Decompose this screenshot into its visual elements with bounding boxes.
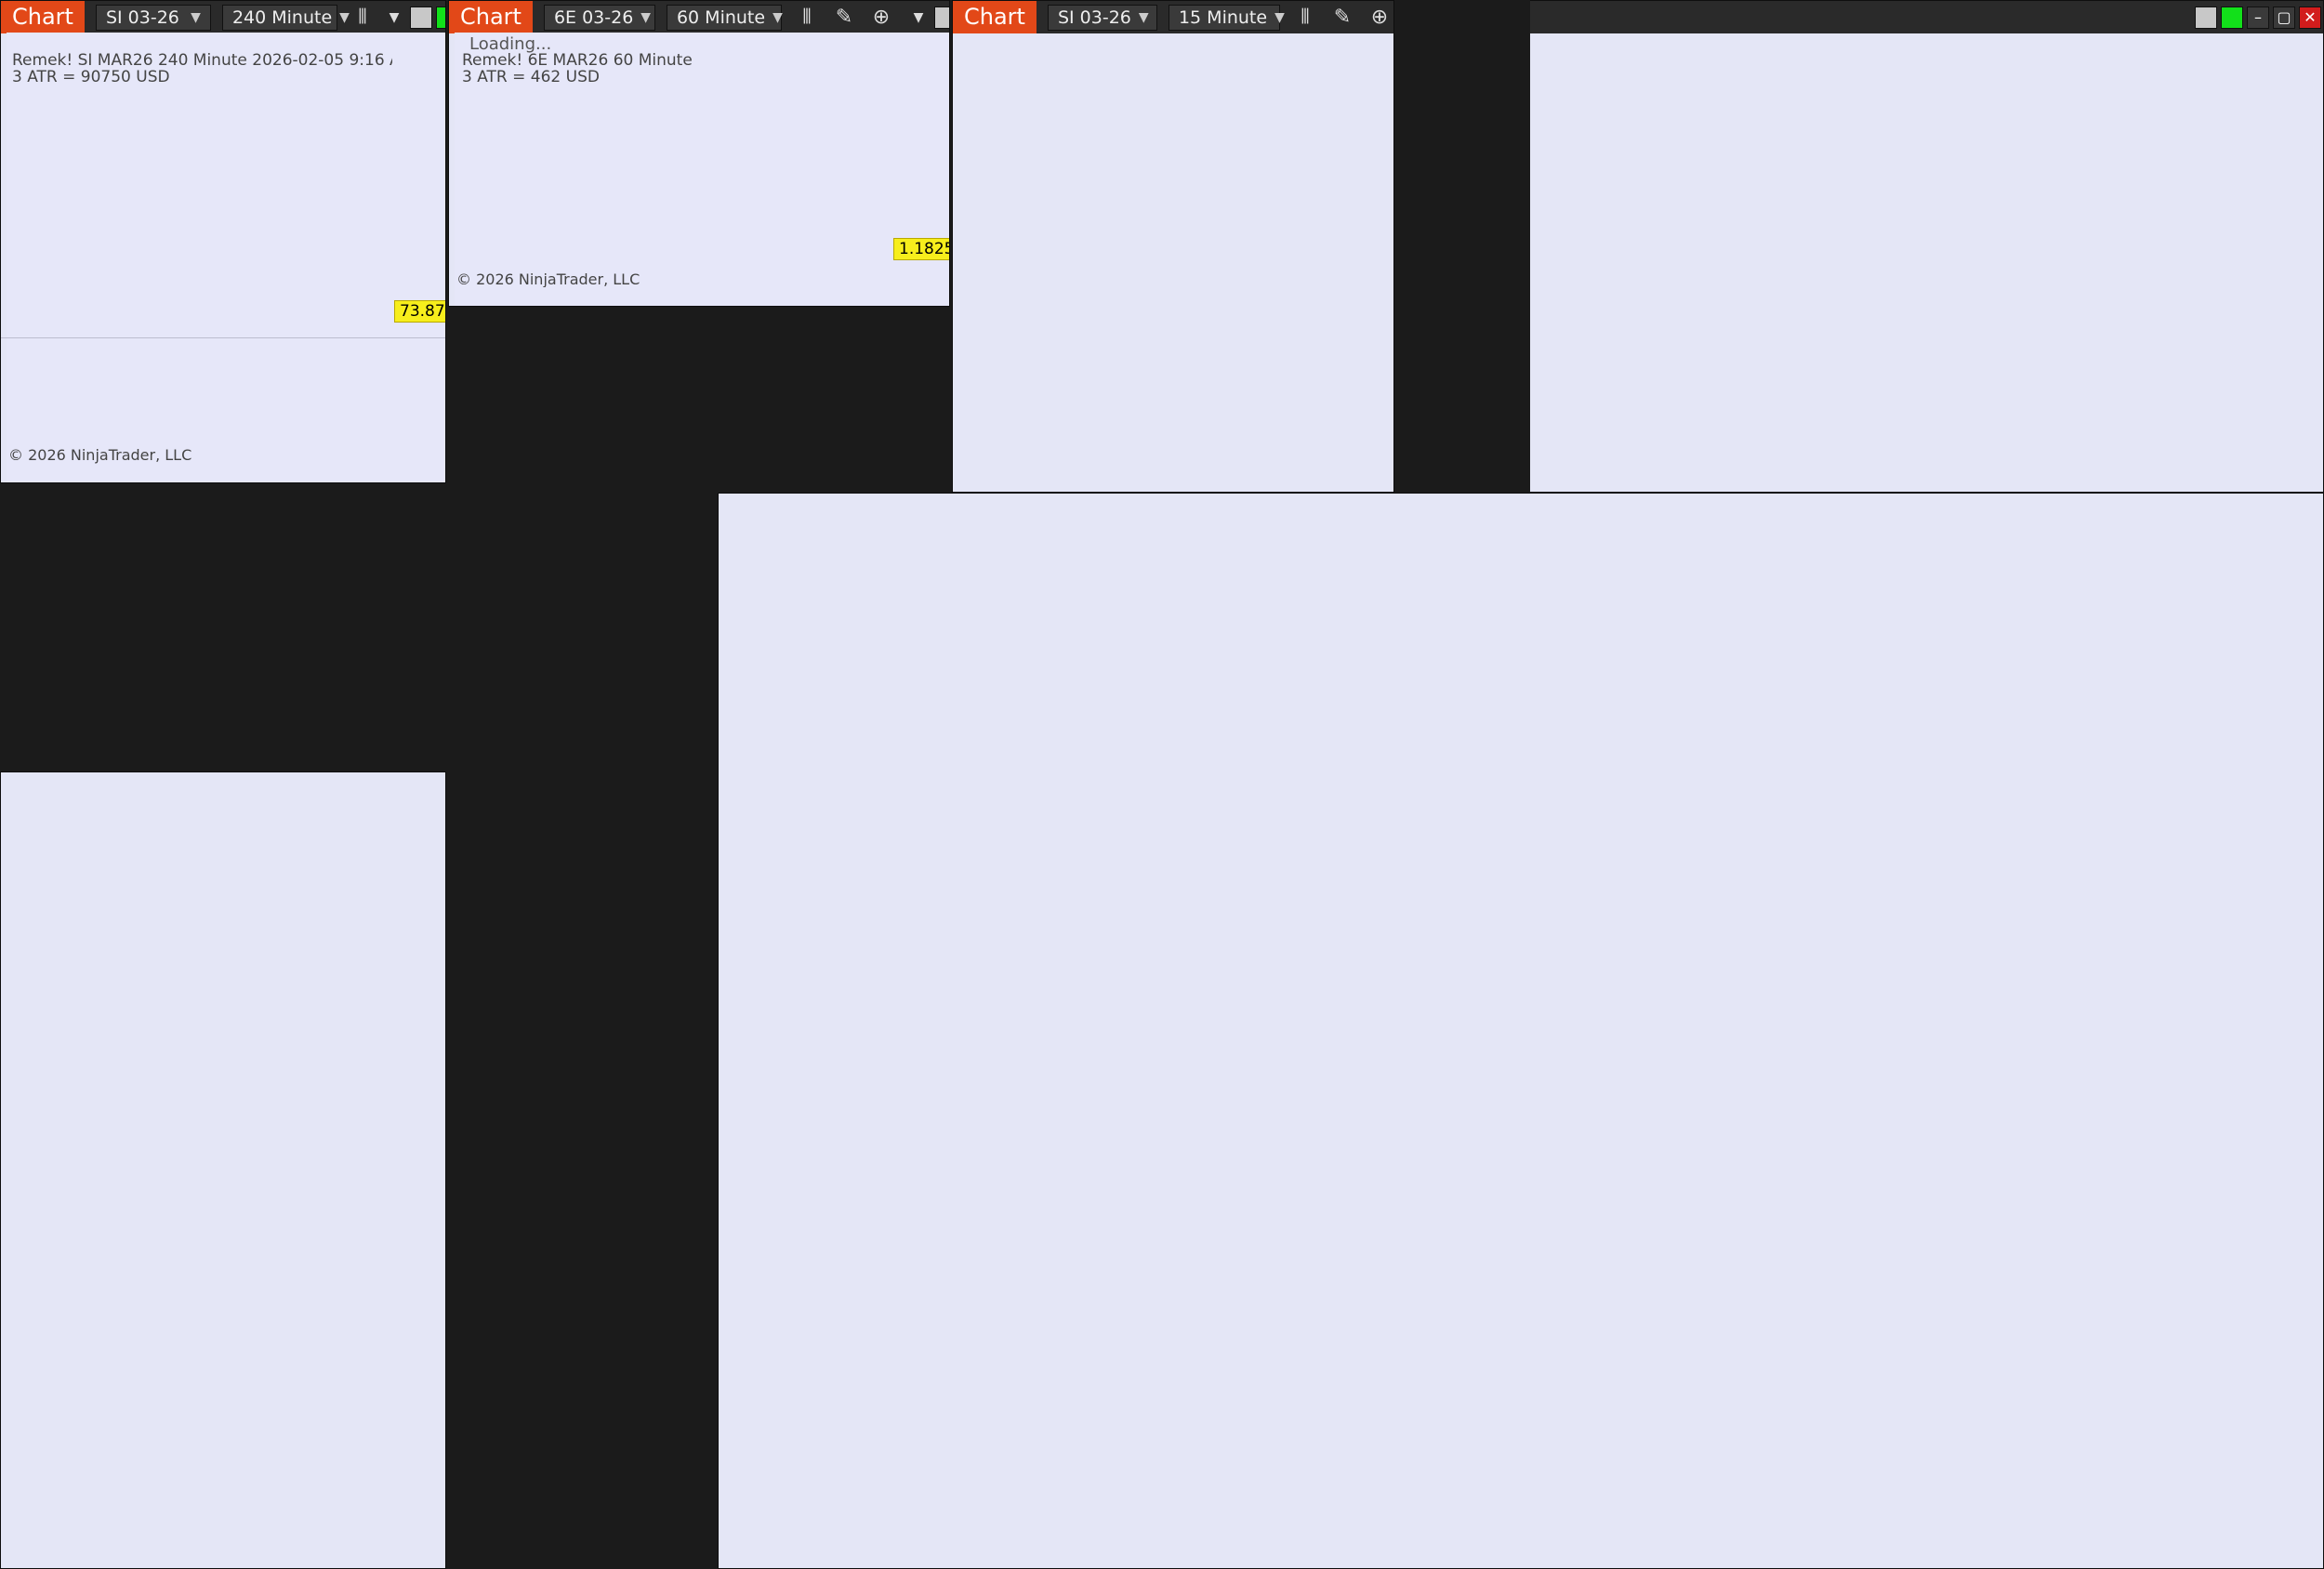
interval-value: 15 Minute (1178, 7, 1268, 28)
connection-status-icon[interactable] (435, 6, 445, 29)
chevron-down-icon: ▼ (1274, 9, 1285, 25)
chevron-down-icon: ▼ (772, 9, 783, 25)
chart-window-si-240: Chart SI 03-26▼ 240 Minute▼ ⫴ ▼ – ▢ ✕ Re… (0, 0, 446, 483)
chevron-down-icon: ▼ (339, 9, 350, 25)
interval-value: 240 Minute (231, 7, 333, 28)
chart-menu-button[interactable]: Chart (449, 1, 533, 33)
chart-window-si-15-body: – ▢ ✕ (1530, 0, 2324, 493)
zoom-icon[interactable]: ⊕ (872, 6, 891, 29)
atr-label: 3 ATR = 90750 USD (12, 68, 170, 86)
copyright-label: © 2026 NinjaTrader, LLC (456, 270, 640, 287)
chevron-down-icon[interactable]: ▼ (389, 9, 400, 25)
drawing-tool-icon[interactable]: ✎ (1333, 6, 1352, 29)
panel-divider[interactable] (1, 337, 445, 338)
copyright-label: © 2026 NinjaTrader, LLC (8, 446, 192, 464)
instrument-value: SI 03-26 (1057, 7, 1131, 28)
chart-window-si-weekly (0, 771, 446, 1569)
bars-type-icon[interactable]: ⫴ (1301, 6, 1310, 29)
last-price-marker: 1.18255 (893, 238, 949, 260)
bars-type-icon[interactable]: ⫴ (358, 6, 367, 29)
window-toolbar-right: – ▢ ✕ (1530, 1, 2323, 33)
instrument-selector[interactable]: SI 03-26 ▼ (95, 4, 211, 31)
instrument-selector[interactable]: 6E 03-26 ▼ (543, 4, 655, 31)
atr-label: 3 ATR = 462 USD (462, 68, 600, 86)
chart-window-si-15: Chart SI 03-26▼ 15 Minute▼ ⫴ ✎ ⊕ ▼ – ▢ ✕ (952, 0, 1394, 493)
close-icon[interactable]: ✕ (2299, 6, 2321, 29)
window-toolbar: Chart SI 03-26▼ 240 Minute▼ ⫴ ▼ – ▢ ✕ (1, 1, 445, 33)
interval-value: 60 Minute (676, 7, 766, 28)
chevron-down-icon[interactable]: ▼ (913, 9, 924, 25)
chart-title: Remek! SI MAR26 240 Minute 2026-02-05 9:… (12, 51, 392, 70)
connection-status-icon[interactable] (2221, 6, 2243, 29)
chart-menu-button[interactable]: Chart (1, 1, 85, 33)
chevron-down-icon: ▼ (191, 9, 201, 25)
bars-type-icon[interactable]: ⫴ (802, 6, 812, 29)
price-axis: 1.18255 (891, 33, 949, 287)
zoom-icon[interactable]: ⊕ (1370, 6, 1389, 29)
window-toolbar: Chart SI 03-26▼ 15 Minute▼ ⫴ ✎ ⊕ ▼ – ▢ ✕ (953, 1, 1393, 33)
loading-status: Loading... (469, 34, 552, 54)
time-axis (7, 465, 445, 482)
instrument-value: 6E 03-26 (553, 7, 634, 28)
chart-title: Remek! 6E MAR26 60 Minute (462, 51, 693, 70)
price-panel[interactable]: Remek! 6E MAR26 60 Minute Loading... 3 A… (455, 33, 891, 287)
oscillator-axis (392, 338, 445, 465)
instrument-selector[interactable]: SI 03-26 ▼ (1047, 4, 1157, 31)
interval-selector[interactable]: 240 Minute ▼ (221, 4, 350, 31)
interval-selector[interactable]: 60 Minute ▼ (666, 4, 783, 31)
chart-menu-button[interactable]: Chart (953, 1, 1037, 33)
interval-selector[interactable]: 15 Minute ▼ (1168, 4, 1285, 31)
oscillator-panel[interactable]: © 2026 NinjaTrader, LLC (7, 338, 392, 465)
price-panel[interactable]: Remek! SI MAR26 240 Minute 2026-02-05 9:… (7, 33, 392, 337)
time-axis (455, 287, 949, 306)
minimize-icon[interactable]: – (2247, 6, 2269, 29)
maximize-icon[interactable]: ▢ (2273, 6, 2295, 29)
instrument-value: SI 03-26 (105, 7, 179, 28)
chevron-down-icon: ▼ (1138, 9, 1149, 25)
chevron-down-icon: ▼ (640, 9, 652, 25)
window-link-button[interactable] (933, 6, 949, 29)
last-price-marker: 73.870 (394, 300, 445, 323)
window-link-button[interactable] (409, 6, 432, 29)
price-axis: 73.870 (392, 33, 445, 337)
window-link-button[interactable] (2195, 6, 2217, 29)
drawing-tool-icon[interactable]: ✎ (835, 6, 853, 29)
chart-window-6e-60: Chart 6E 03-26▼ 60 Minute▼ ⫴ ✎ ⊕ ▼ – ▢ ✕… (448, 0, 950, 307)
chart-window-si-daily (718, 493, 2324, 1569)
window-toolbar: Chart 6E 03-26▼ 60 Minute▼ ⫴ ✎ ⊕ ▼ – ▢ ✕ (449, 1, 949, 33)
